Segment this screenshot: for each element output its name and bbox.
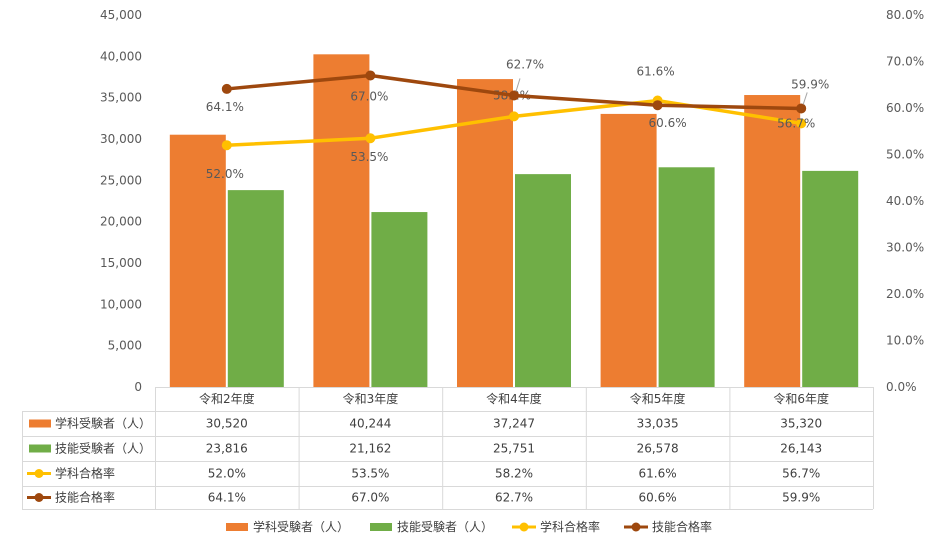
table-cell: 30,520 <box>206 417 248 431</box>
category-label: 令和6年度 <box>773 391 829 406</box>
bar-gakka-jukensha <box>313 54 370 388</box>
table-cell: 21,162 <box>349 442 391 456</box>
y-right-tick-label: 80.0% <box>886 8 924 22</box>
y-left-tick-label: 30,000 <box>100 132 142 146</box>
data-label-gakka-goukakuritsu: 61.6% <box>637 65 675 79</box>
data-label-gino-goukakuritsu: 62.7% <box>506 57 544 71</box>
data-label-gakka-goukakuritsu: 53.5% <box>350 150 388 164</box>
row-key-swatch <box>29 419 51 428</box>
data-label-gino-goukakuritsu: 67.0% <box>350 89 388 103</box>
y-right-tick-label: 10.0% <box>886 334 924 348</box>
category-label: 令和4年度 <box>486 391 542 406</box>
row-header: 技能合格率 <box>55 490 115 505</box>
data-label-gakka-goukakuritsu: 56.7% <box>777 116 815 130</box>
y-right-tick-label: 30.0% <box>886 241 924 255</box>
y-right-tick-label: 60.0% <box>886 101 924 115</box>
point-gino-goukakuritsu <box>796 103 807 114</box>
bar-gino-jukensha <box>371 212 428 387</box>
table-cell: 53.5% <box>351 467 389 481</box>
point-gakka-goukakuritsu <box>221 140 232 151</box>
legend-label: 技能受験者（人） <box>397 519 493 534</box>
table-cell: 33,035 <box>637 417 679 431</box>
table-cell: 58.2% <box>495 467 533 481</box>
table-cell: 59.9% <box>782 491 820 505</box>
bar-gino-jukensha <box>227 190 284 387</box>
y-left-tick-label: 40,000 <box>100 49 142 63</box>
row-header: 学科合格率 <box>55 466 115 481</box>
legend-marker <box>519 522 529 532</box>
table-cell: 62.7% <box>495 491 533 505</box>
leader-line <box>802 92 808 105</box>
y-left-tick-label: 15,000 <box>100 256 142 270</box>
legend-label: 技能合格率 <box>652 519 712 534</box>
row-header: 技能受験者（人） <box>55 441 151 456</box>
table-cell: 56.7% <box>782 467 820 481</box>
data-label-gakka-goukakuritsu: 52.0% <box>206 167 244 181</box>
point-gakka-goukakuritsu <box>365 133 376 144</box>
row-key-marker <box>34 493 44 502</box>
bar-gakka-jukensha <box>169 134 226 387</box>
y-left-tick-label: 5,000 <box>108 339 142 353</box>
row-header: 学科受験者（人） <box>55 416 151 431</box>
table-cell: 26,143 <box>780 442 822 456</box>
y-left-tick-label: 0 <box>134 380 142 394</box>
legend-label: 学科合格率 <box>540 519 600 534</box>
leader-line <box>515 78 521 92</box>
bar-gakka-jukensha <box>600 113 657 387</box>
row-key-marker <box>34 469 44 478</box>
legend-swatch <box>226 523 248 531</box>
bar-gino-jukensha <box>658 167 715 387</box>
data-label-gino-goukakuritsu: 64.1% <box>206 100 244 114</box>
table-cell: 26,578 <box>637 442 679 456</box>
table-cell: 61.6% <box>639 467 677 481</box>
table-cell: 64.1% <box>208 491 246 505</box>
bar-gino-jukensha <box>515 174 571 387</box>
point-gino-goukakuritsu <box>365 70 376 81</box>
bar-gakka-jukensha <box>457 79 513 388</box>
y-right-tick-label: 0.0% <box>886 380 917 394</box>
bar-gakka-jukensha <box>744 95 801 387</box>
row-key-swatch <box>29 444 51 453</box>
point-gakka-goukakuritsu <box>509 111 519 122</box>
table-cell: 40,244 <box>349 417 391 431</box>
point-gino-goukakuritsu <box>221 83 232 94</box>
table-cell: 23,816 <box>206 442 248 456</box>
table-cell: 37,247 <box>493 417 535 431</box>
legend-marker <box>631 522 641 532</box>
legend-label: 学科受験者（人） <box>253 519 349 534</box>
data-label-gino-goukakuritsu: 60.6% <box>649 116 687 130</box>
point-gakka-goukakuritsu <box>796 118 807 129</box>
table-cell: 25,751 <box>493 442 535 456</box>
y-left-tick-label: 20,000 <box>100 215 142 229</box>
y-left-tick-label: 45,000 <box>100 8 142 22</box>
legend-swatch <box>370 523 392 531</box>
table-cell: 60.6% <box>639 491 677 505</box>
y-left-tick-label: 35,000 <box>100 91 142 105</box>
table-cell: 35,320 <box>780 417 822 431</box>
table-cell: 67.0% <box>351 491 389 505</box>
data-label-gino-goukakuritsu: 59.9% <box>791 77 829 91</box>
category-label: 令和2年度 <box>199 391 255 406</box>
bar-gino-jukensha <box>802 170 859 387</box>
y-left-tick-label: 10,000 <box>100 297 142 311</box>
y-right-tick-label: 20.0% <box>886 287 924 301</box>
category-label: 令和3年度 <box>343 391 399 406</box>
point-gino-goukakuritsu <box>652 100 663 111</box>
table-cell: 52.0% <box>208 467 246 481</box>
y-left-tick-label: 25,000 <box>100 173 142 187</box>
category-label: 令和5年度 <box>630 391 686 406</box>
point-gino-goukakuritsu <box>509 90 519 101</box>
y-right-tick-label: 40.0% <box>886 194 924 208</box>
y-right-tick-label: 70.0% <box>886 55 924 69</box>
y-right-tick-label: 50.0% <box>886 148 924 162</box>
